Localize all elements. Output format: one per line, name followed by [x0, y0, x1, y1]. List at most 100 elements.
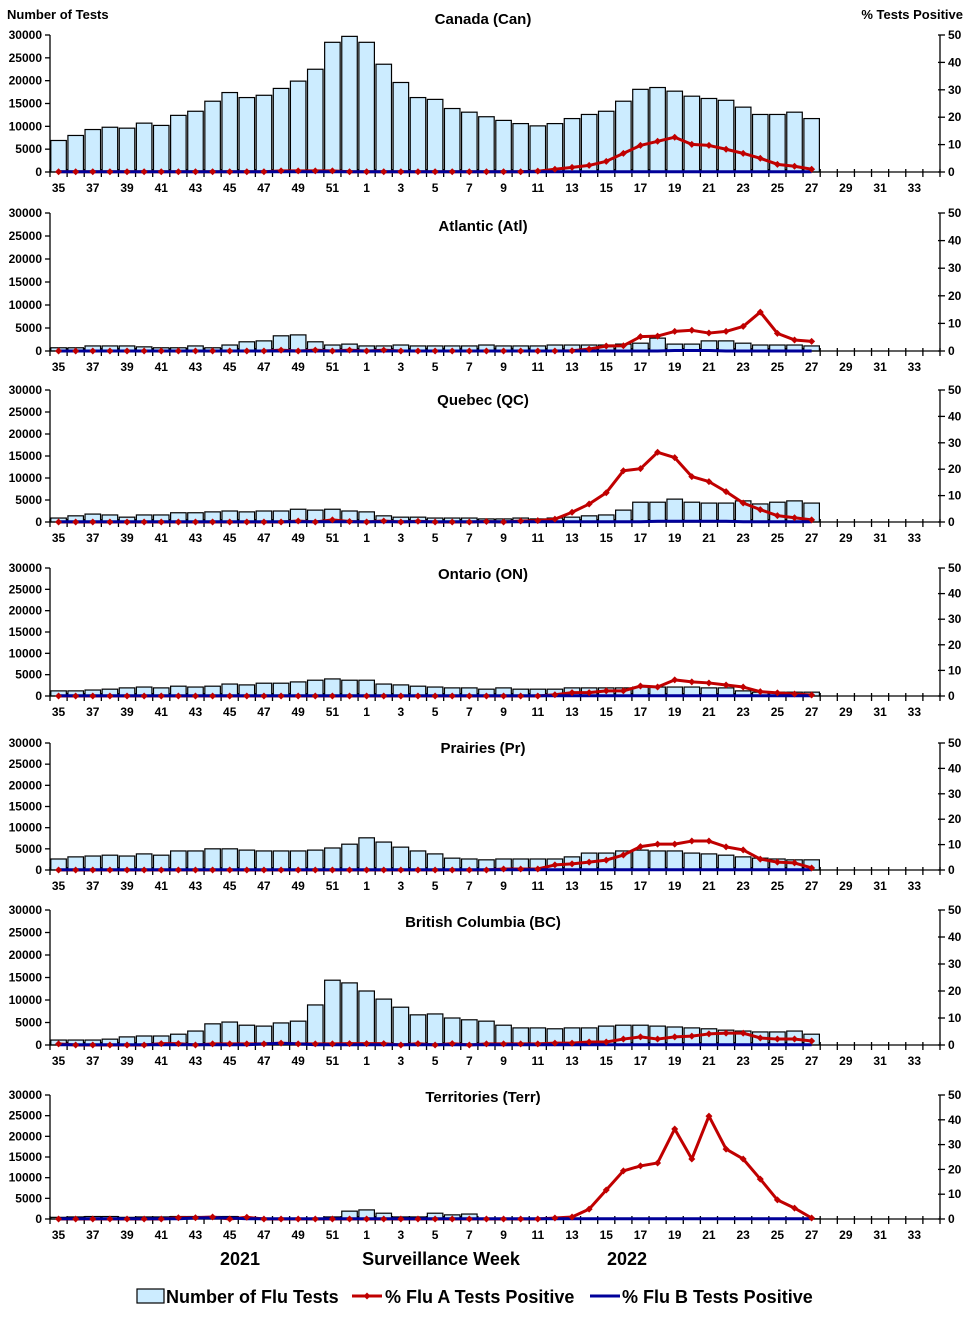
x-tick-label: 31: [873, 705, 887, 719]
y-tick-label-right: 50: [948, 206, 962, 220]
flu-a-point-week-21: [705, 1112, 713, 1120]
flu-a-point-week-10: [517, 347, 525, 355]
flu-a-point-week-41: [157, 347, 165, 355]
y-tick-label-left: 0: [35, 165, 42, 179]
flu-a-point-week-22: [722, 488, 730, 496]
x-tick-label: 13: [565, 879, 579, 893]
x-tick-label: 1: [363, 705, 370, 719]
y-tick-label-left: 20000: [9, 74, 43, 88]
flu-a-point-week-50: [311, 1040, 319, 1048]
x-tick-label: 41: [155, 360, 169, 374]
bar-tests-week-19: [666, 90, 684, 173]
flu-a-point-week-22: [722, 327, 730, 335]
flu-a-point-week-23: [739, 846, 747, 854]
flu-a-point-week-43: [191, 347, 199, 355]
y-tick-label-left: 15000: [9, 800, 43, 814]
bar-tests-week-2: [375, 841, 393, 871]
flu-a-point-week-48: [277, 692, 285, 700]
x-tick-label: 9: [500, 1054, 507, 1068]
x-tick-label: 37: [86, 1228, 100, 1242]
flu-a-point-week-37: [89, 168, 97, 176]
flu-a-point-week-18: [654, 332, 662, 340]
flu-a-point-week-40: [140, 1041, 148, 1049]
flu-a-point-week-23: [739, 499, 747, 507]
x-tick-label: 25: [771, 531, 785, 545]
flu-a-point-week-5: [431, 692, 439, 700]
legend-item-flu-b[interactable]: % Flu B Tests Positive: [590, 1287, 813, 1307]
flu-a-point-week-10: [517, 1040, 525, 1048]
flu-a-point-week-11: [534, 517, 542, 525]
flu-a-point-week-37: [89, 866, 97, 874]
flu-a-point-week-13: [568, 860, 576, 868]
flu-a-point-week-38: [106, 866, 114, 874]
x-tick-label: 35: [52, 1228, 66, 1242]
flu-a-point-week-5: [431, 518, 439, 526]
flu-a-point-week-7: [465, 1041, 473, 1049]
bar-tests-week-11: [529, 125, 547, 173]
flu-a-point-week-12: [551, 1214, 559, 1222]
y-tick-label-left: 25000: [9, 405, 43, 419]
flu-a-point-week-11: [534, 1215, 542, 1223]
y-tick-label-right: 10: [948, 838, 962, 852]
flu-a-point-week-43: [191, 518, 199, 526]
x-tick-label: 5: [432, 531, 439, 545]
x-tick-label: 7: [466, 1054, 473, 1068]
x-tick-label: 37: [86, 360, 100, 374]
y-tick-label-right: 30: [948, 436, 962, 450]
x-tick-label: 21: [702, 1054, 716, 1068]
flu-a-point-week-10: [517, 692, 525, 700]
legend-label-tests: Number of Flu Tests: [166, 1287, 339, 1307]
y-tick-label-right: 30: [948, 957, 962, 971]
flu-a-point-week-38: [106, 518, 114, 526]
year-label-2021: 2021: [220, 1249, 260, 1269]
y-tick-label-right: 30: [948, 1138, 962, 1152]
y-tick-label-right: 10: [948, 1011, 962, 1025]
flu-a-point-week-39: [123, 1215, 131, 1223]
x-tick-label: 29: [839, 705, 853, 719]
flu-a-point-week-13: [568, 689, 576, 697]
flu-a-point-week-49: [294, 167, 302, 175]
bar-tests-week-23: [734, 856, 752, 871]
bar-tests-week-22: [717, 854, 735, 871]
flu-a-point-week-21: [705, 141, 713, 149]
legend-item-tests[interactable]: Number of Flu Tests: [136, 1287, 339, 1307]
legend-item-flu-a[interactable]: % Flu A Tests Positive: [352, 1287, 574, 1307]
y-tick-label-right: 50: [948, 383, 962, 397]
flu-a-point-week-8: [482, 347, 490, 355]
flu-a-point-week-43: [191, 692, 199, 700]
panel-title: Prairies (Pr): [440, 740, 525, 757]
x-tick-label: 29: [839, 360, 853, 374]
x-tick-label: 17: [634, 1054, 648, 1068]
panel-atl: 0 5000 10000 15000 20000 25000 30000 0 10 20 30 40 5…: [9, 206, 962, 374]
bar-tests-week-52: [341, 982, 358, 1046]
y-tick-label-left: 10000: [9, 1171, 43, 1185]
x-tick-label: 11: [531, 1228, 544, 1242]
x-tick-label: 13: [565, 531, 579, 545]
flu-a-point-week-25: [773, 160, 781, 168]
flu-a-point-week-47: [260, 692, 268, 700]
bar-tests-week-6: [443, 107, 461, 173]
x-tick-label: 15: [600, 705, 614, 719]
flu-a-point-week-42: [174, 866, 182, 874]
right-axis-label: % Tests Positive: [861, 7, 963, 22]
x-tick-label: 7: [466, 360, 473, 374]
flu-a-markers: [55, 448, 816, 526]
flu-a-point-week-8: [482, 1215, 490, 1223]
flu-a-point-week-52: [346, 866, 354, 874]
flu-a-point-week-2: [380, 168, 388, 176]
flu-a-point-week-26: [791, 162, 799, 170]
x-tick-label: 31: [873, 181, 887, 195]
x-tick-label: 3: [398, 1228, 405, 1242]
bar-tests-week-7: [460, 1019, 478, 1046]
flu-a-point-week-37: [89, 1215, 97, 1223]
flu-a-point-week-7: [465, 692, 473, 700]
flu-a-point-week-15: [602, 1038, 610, 1046]
flu-a-point-week-2: [380, 1040, 388, 1048]
flu-a-point-week-16: [619, 851, 627, 859]
flu-a-point-week-15: [602, 856, 610, 864]
bar-tests-week-4: [409, 96, 427, 173]
flu-a-point-week-13: [568, 508, 576, 516]
panel-can: 0 5000 10000 15000 20000 25000 30000 0 10 20 30 40 5…: [9, 11, 962, 195]
x-tick-label: 29: [839, 1054, 853, 1068]
